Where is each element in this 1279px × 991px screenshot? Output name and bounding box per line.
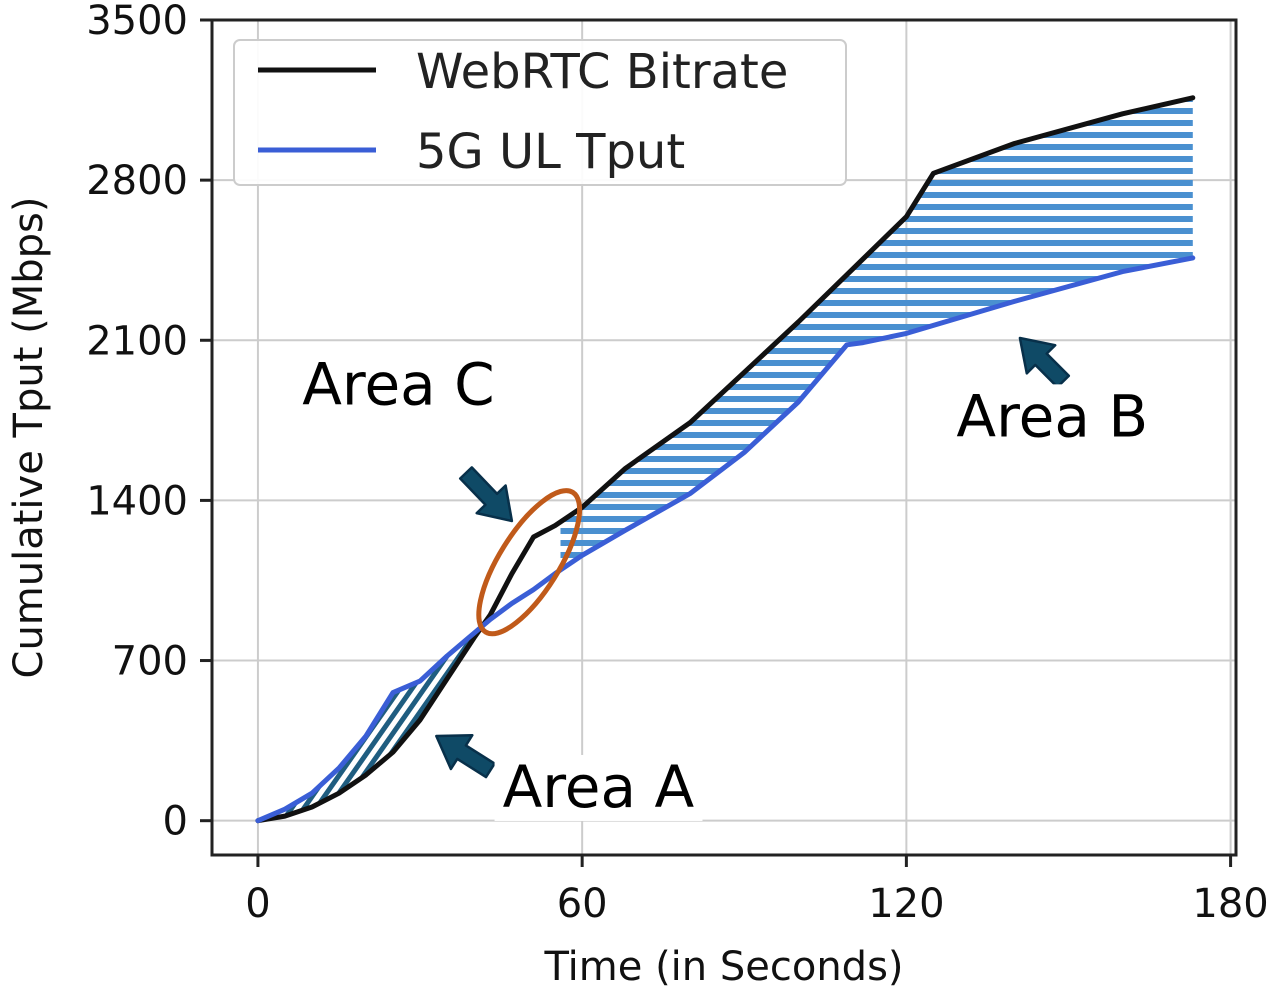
y-axis-label: Cumulative Tput (Mbps) (6, 197, 52, 679)
area-b-label: Area B (956, 382, 1148, 450)
area-a-label-background (494, 754, 703, 821)
series-line-5g-ul (255, 255, 1196, 824)
x-axis-label: Time (in Seconds) (543, 944, 903, 990)
shaded-areas (257, 97, 1193, 821)
area-b-arrow-icon (1018, 336, 1071, 389)
area-c-arrow-icon (458, 466, 514, 523)
area-a-label: Area A (503, 753, 695, 821)
plot-frame (210, 18, 1238, 857)
y-tick-label: 2800 (86, 158, 188, 204)
x-tick-label: 0 (245, 881, 270, 927)
area-b-label-background (948, 384, 1157, 451)
legend-label-5g-ul: 5G UL Tput (416, 124, 685, 180)
x-tick-label: 60 (557, 881, 608, 927)
area-a-arrow-icon (435, 733, 496, 779)
annotations: Area A Area B Area C (294, 336, 1157, 821)
y-tick-label: 2100 (86, 318, 188, 364)
axis-ticks: 0 60 120 180 0 700 1400 2100 2800 3500 (86, 0, 1269, 927)
area-c-label: Area C (302, 350, 494, 418)
series-lines (255, 95, 1196, 824)
x-tick-label: 180 (1192, 881, 1268, 927)
x-tick-label: 120 (868, 881, 944, 927)
area-c-label-background (294, 352, 503, 419)
series-line-webrtc (255, 95, 1196, 824)
shaded-region-area-b (560, 97, 1193, 571)
y-tick-label: 1400 (86, 478, 188, 524)
legend: WebRTC Bitrate 5G UL Tput (233, 39, 847, 186)
y-tick-label: 0 (163, 799, 188, 845)
legend-label-webrtc: WebRTC Bitrate (416, 44, 788, 100)
y-tick-label: 3500 (86, 0, 188, 44)
legend-box (233, 39, 847, 186)
y-tick-label: 700 (112, 639, 188, 685)
area-c-ellipse (476, 488, 583, 637)
